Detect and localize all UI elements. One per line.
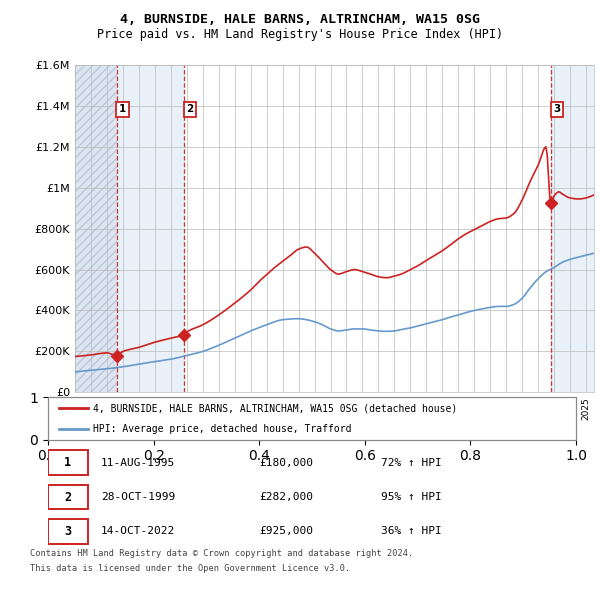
Text: 11-AUG-1995: 11-AUG-1995 — [101, 458, 175, 468]
Text: 1: 1 — [64, 456, 71, 469]
Text: HPI: Average price, detached house, Trafford: HPI: Average price, detached house, Traf… — [93, 424, 352, 434]
Text: This data is licensed under the Open Government Licence v3.0.: This data is licensed under the Open Gov… — [30, 565, 350, 573]
Text: 4, BURNSIDE, HALE BARNS, ALTRINCHAM, WA15 0SG (detached house): 4, BURNSIDE, HALE BARNS, ALTRINCHAM, WA1… — [93, 403, 457, 413]
Text: 36% ↑ HPI: 36% ↑ HPI — [380, 526, 442, 536]
Text: 95% ↑ HPI: 95% ↑ HPI — [380, 492, 442, 502]
Text: 2: 2 — [64, 490, 71, 504]
Text: £925,000: £925,000 — [259, 526, 313, 536]
Text: 1: 1 — [119, 104, 126, 114]
Text: £180,000: £180,000 — [259, 458, 313, 468]
FancyBboxPatch shape — [48, 485, 88, 510]
Bar — [184, 65, 551, 392]
Text: 72% ↑ HPI: 72% ↑ HPI — [380, 458, 442, 468]
Text: 3: 3 — [553, 104, 560, 114]
FancyBboxPatch shape — [48, 519, 88, 544]
Point — [55, 426, 62, 433]
Bar — [116, 65, 184, 392]
Text: 2: 2 — [187, 104, 194, 114]
Bar — [551, 65, 594, 392]
Text: 14-OCT-2022: 14-OCT-2022 — [101, 526, 175, 536]
Text: 3: 3 — [64, 525, 71, 538]
Point — [55, 405, 62, 412]
Text: 4, BURNSIDE, HALE BARNS, ALTRINCHAM, WA15 0SG: 4, BURNSIDE, HALE BARNS, ALTRINCHAM, WA1… — [120, 13, 480, 26]
Text: 28-OCT-1999: 28-OCT-1999 — [101, 492, 175, 502]
Text: Price paid vs. HM Land Registry's House Price Index (HPI): Price paid vs. HM Land Registry's House … — [97, 28, 503, 41]
Point — [84, 405, 91, 412]
Text: £282,000: £282,000 — [259, 492, 313, 502]
FancyBboxPatch shape — [48, 450, 88, 475]
Bar — [75, 65, 116, 392]
Text: Contains HM Land Registry data © Crown copyright and database right 2024.: Contains HM Land Registry data © Crown c… — [30, 549, 413, 558]
Point — [84, 426, 91, 433]
